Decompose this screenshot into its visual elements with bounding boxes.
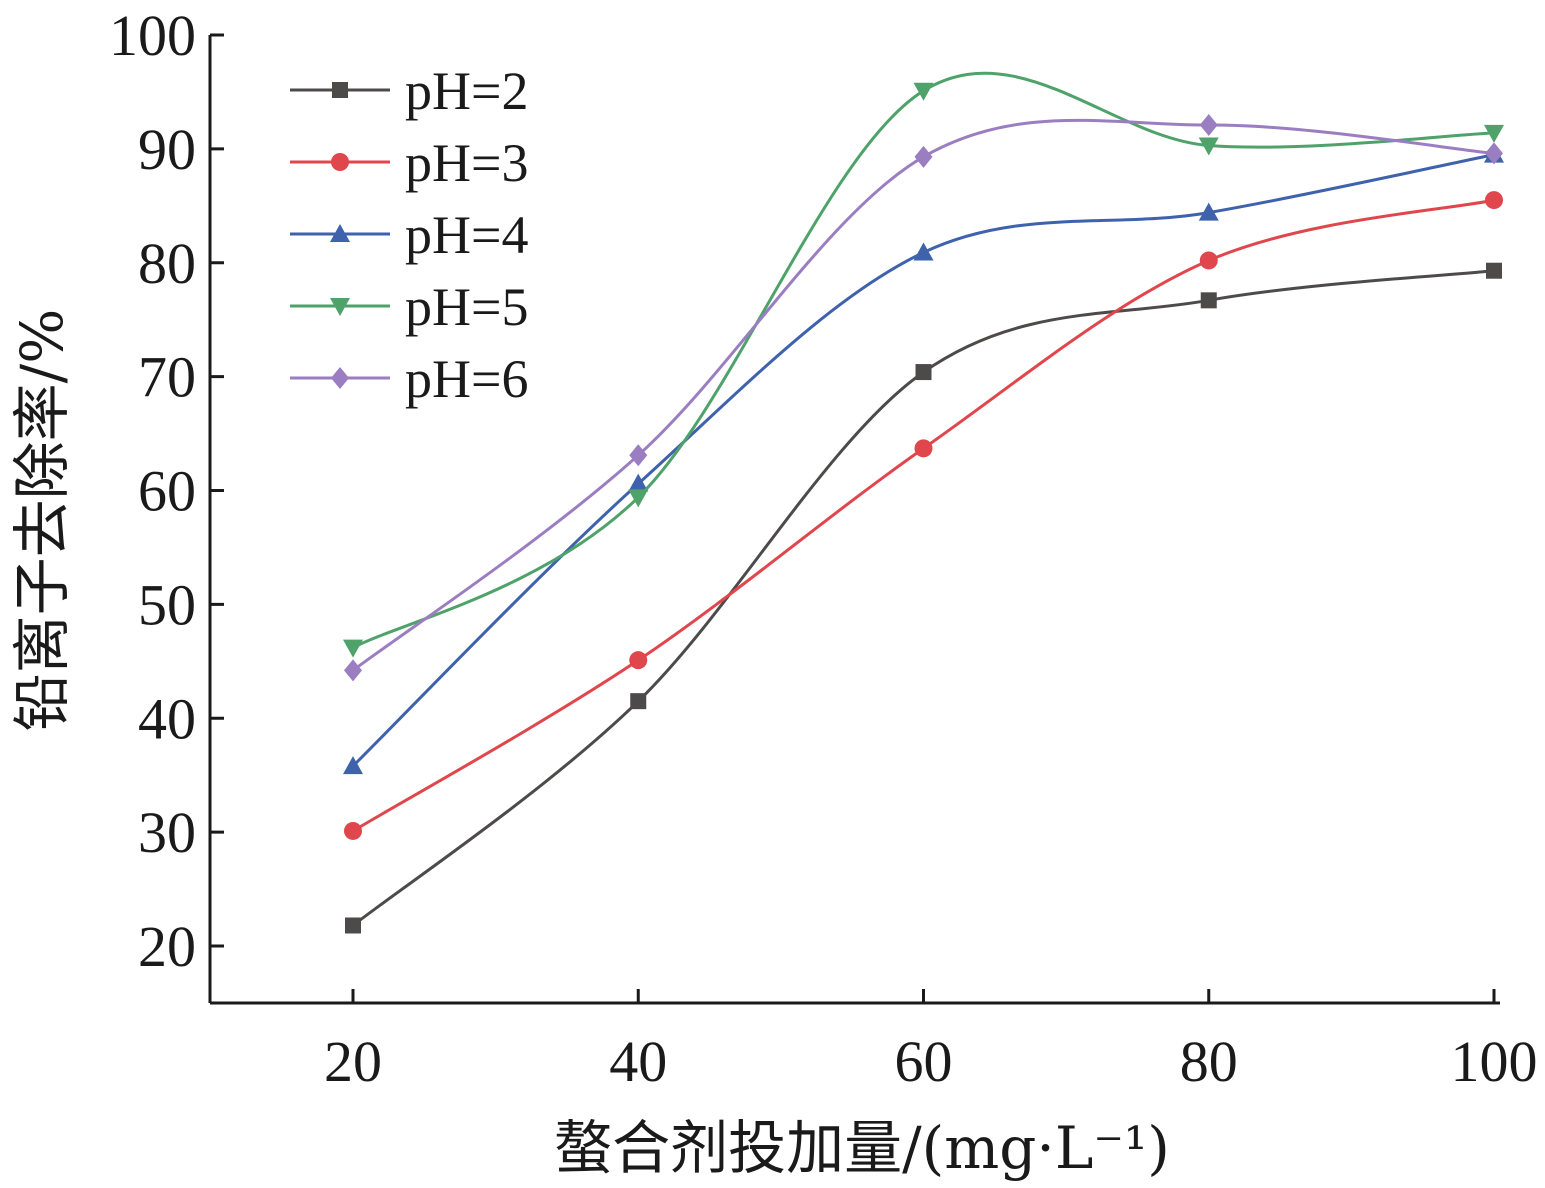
data-point — [914, 439, 933, 458]
series-1 — [345, 262, 1502, 934]
y-tick-label: 80 — [138, 231, 196, 296]
legend: pH=2 pH=3 pH=4 pH=5 pH=6 — [290, 61, 528, 409]
y-tick-label: 100 — [109, 3, 196, 68]
series-5 — [344, 113, 1503, 682]
data-point — [1200, 292, 1217, 309]
data-point — [345, 917, 361, 934]
x-tick-label: 100 — [1451, 1029, 1538, 1094]
y-ticks: 20 30 40 50 60 70 80 90 100 — [109, 3, 224, 979]
data-point — [344, 821, 362, 840]
legend-item: pH=5 — [290, 277, 528, 337]
data-point — [1199, 113, 1218, 136]
y-tick-label: 50 — [138, 572, 196, 637]
y-axis-title: 铅离子去除率/% — [8, 309, 76, 732]
data-point — [343, 756, 363, 775]
legend-marker — [332, 82, 348, 98]
data-point — [914, 145, 933, 168]
legend-item: pH=2 — [290, 61, 528, 121]
series-2 — [344, 191, 1503, 840]
series-3 — [343, 144, 1504, 775]
series-line — [351, 153, 1495, 768]
x-tick-label: 40 — [609, 1029, 667, 1094]
x-tick-label: 80 — [1180, 1029, 1238, 1094]
legend-item: pH=4 — [290, 205, 528, 265]
y-tick-label: 60 — [138, 459, 196, 524]
series-line — [352, 269, 1495, 927]
legend-marker — [330, 298, 350, 316]
data-point — [1199, 251, 1218, 270]
y-tick-label: 40 — [138, 686, 196, 751]
series-4 — [343, 71, 1504, 658]
data-point — [344, 659, 362, 682]
legend-marker — [331, 367, 349, 389]
series-line — [352, 118, 1495, 672]
y-tick-label: 20 — [138, 914, 196, 979]
series-line — [352, 71, 1495, 649]
data-point — [1485, 142, 1503, 165]
data-point — [629, 444, 648, 467]
data-point — [915, 364, 932, 381]
x-axis-title: 螯合剂投加量/(mg·L⁻¹) — [554, 1114, 1170, 1182]
axes — [208, 35, 1500, 1005]
data-point — [628, 473, 649, 492]
legend-item: pH=3 — [290, 133, 528, 193]
legend-marker — [330, 224, 350, 242]
data-point — [629, 651, 648, 670]
legend-label: pH=6 — [405, 349, 528, 409]
data-point — [1485, 191, 1503, 210]
y-tick-label: 30 — [138, 800, 196, 865]
legend-item: pH=6 — [290, 349, 528, 409]
x-ticks: 20 40 60 80 100 — [324, 989, 1538, 1094]
y-tick-label: 90 — [138, 117, 196, 182]
legend-label: pH=2 — [405, 61, 528, 121]
data-point — [913, 82, 934, 101]
data-point — [1486, 262, 1502, 279]
series-group — [343, 71, 1504, 934]
data-point — [628, 489, 649, 508]
data-point — [1198, 202, 1219, 221]
legend-marker — [331, 153, 349, 171]
data-point — [630, 693, 647, 710]
legend-label: pH=5 — [405, 277, 528, 337]
legend-label: pH=4 — [405, 205, 528, 265]
data-point — [913, 242, 934, 261]
x-tick-label: 20 — [324, 1029, 382, 1094]
y-tick-label: 70 — [138, 345, 196, 410]
legend-label: pH=3 — [405, 133, 528, 193]
data-point — [343, 639, 363, 658]
x-tick-label: 60 — [895, 1029, 953, 1094]
data-point — [1198, 137, 1219, 156]
data-point — [1484, 124, 1504, 143]
